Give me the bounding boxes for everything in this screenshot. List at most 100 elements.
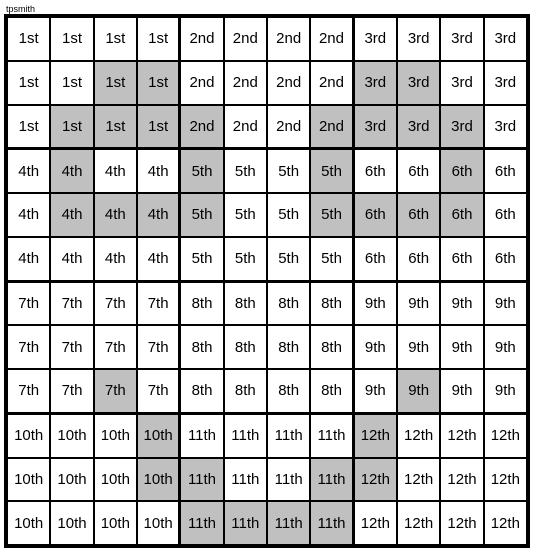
grid-cell: 8th bbox=[224, 325, 267, 369]
grid-cell: 12th bbox=[440, 414, 483, 458]
grid-cell: 2nd bbox=[310, 105, 353, 150]
grid-cell: 4th bbox=[50, 149, 93, 193]
grid-cell: 5th bbox=[224, 193, 267, 237]
grid-cell: 4th bbox=[94, 193, 137, 237]
grid-cell: 2nd bbox=[267, 105, 310, 150]
grid-cell: 3rd bbox=[440, 61, 483, 105]
grid-cell: 8th bbox=[224, 282, 267, 326]
grid-cell: 6th bbox=[484, 193, 527, 237]
grid-cell: 10th bbox=[50, 414, 93, 458]
grid-cell: 5th bbox=[180, 237, 223, 282]
grid-cell: 9th bbox=[397, 325, 440, 369]
grid-cell: 7th bbox=[7, 282, 50, 326]
grid-cell: 12th bbox=[354, 414, 397, 458]
grid-cell: 11th bbox=[310, 458, 353, 502]
grid-cell: 12th bbox=[440, 501, 483, 545]
grid-cell: 12th bbox=[484, 501, 527, 545]
grid-cell: 10th bbox=[137, 501, 180, 545]
grid-cell: 7th bbox=[50, 325, 93, 369]
grid-cell: 6th bbox=[484, 237, 527, 282]
grid-cell: 12th bbox=[484, 458, 527, 502]
grid-cell: 2nd bbox=[224, 105, 267, 150]
grid-cell: 5th bbox=[267, 149, 310, 193]
grid-cell: 6th bbox=[440, 193, 483, 237]
grid-cell: 11th bbox=[267, 414, 310, 458]
grid-cell: 10th bbox=[7, 501, 50, 545]
grid-cell: 11th bbox=[224, 414, 267, 458]
grid-cell: 12th bbox=[354, 501, 397, 545]
grid-cell: 11th bbox=[267, 501, 310, 545]
grid-cell: 6th bbox=[440, 237, 483, 282]
grid-cell: 6th bbox=[397, 193, 440, 237]
grid-cell: 6th bbox=[354, 149, 397, 193]
grid-cell: 12th bbox=[484, 414, 527, 458]
grid-cell: 9th bbox=[484, 282, 527, 326]
grid-cell: 9th bbox=[440, 282, 483, 326]
grid-cell: 4th bbox=[7, 193, 50, 237]
grid-cell: 1st bbox=[137, 61, 180, 105]
grid-cell: 4th bbox=[50, 237, 93, 282]
grid-cell: 7th bbox=[137, 282, 180, 326]
grid-cell: 1st bbox=[50, 61, 93, 105]
grid-cell: 1st bbox=[50, 105, 93, 150]
grid-cell: 8th bbox=[267, 325, 310, 369]
grid-cell: 5th bbox=[267, 193, 310, 237]
grid-cell: 6th bbox=[484, 149, 527, 193]
grid-cell: 2nd bbox=[310, 61, 353, 105]
grid-cell: 11th bbox=[224, 458, 267, 502]
grid-cell: 8th bbox=[267, 369, 310, 414]
grid-cell: 2nd bbox=[224, 61, 267, 105]
grid-cell: 1st bbox=[7, 61, 50, 105]
grid-cell: 7th bbox=[137, 369, 180, 414]
grid-cell: 1st bbox=[50, 17, 93, 61]
grid-cell: 3rd bbox=[354, 17, 397, 61]
grid-cell: 9th bbox=[397, 282, 440, 326]
grid-cell: 3rd bbox=[397, 105, 440, 150]
grid-cell: 1st bbox=[137, 17, 180, 61]
grid-cell: 9th bbox=[484, 369, 527, 414]
grid-cell: 10th bbox=[94, 414, 137, 458]
grid-cell: 10th bbox=[94, 501, 137, 545]
grid-cell: 3rd bbox=[484, 61, 527, 105]
grid-cell: 10th bbox=[137, 458, 180, 502]
grid-cell: 4th bbox=[7, 149, 50, 193]
grid-cell: 9th bbox=[354, 369, 397, 414]
grid-cell: 11th bbox=[310, 414, 353, 458]
grid-cell: 9th bbox=[354, 282, 397, 326]
grid-cell: 4th bbox=[94, 237, 137, 282]
grid-cell: 10th bbox=[137, 414, 180, 458]
grid-cell: 11th bbox=[180, 414, 223, 458]
grid-cell: 7th bbox=[94, 325, 137, 369]
grid-cell: 4th bbox=[137, 193, 180, 237]
grid-cell: 6th bbox=[354, 193, 397, 237]
sudoku-grid: 1st1st1st1st2nd2nd2nd2nd3rd3rd3rd3rd1st1… bbox=[4, 14, 530, 548]
grid-cell: 7th bbox=[50, 282, 93, 326]
grid-cell: 2nd bbox=[310, 17, 353, 61]
grid-cell: 5th bbox=[267, 237, 310, 282]
grid-cell: 3rd bbox=[440, 17, 483, 61]
grid-cell: 2nd bbox=[267, 61, 310, 105]
grid-cell: 12th bbox=[440, 458, 483, 502]
grid-cell: 1st bbox=[94, 61, 137, 105]
grid-cell: 9th bbox=[484, 325, 527, 369]
grid-cell: 7th bbox=[94, 282, 137, 326]
grid-cell: 5th bbox=[180, 193, 223, 237]
grid-cell: 11th bbox=[224, 501, 267, 545]
grid-cell: 3rd bbox=[484, 105, 527, 150]
grid-cell: 8th bbox=[180, 282, 223, 326]
grid-cell: 9th bbox=[397, 369, 440, 414]
grid-cell: 1st bbox=[7, 17, 50, 61]
grid-cell: 5th bbox=[224, 149, 267, 193]
grid-cell: 6th bbox=[354, 237, 397, 282]
grid-cell: 10th bbox=[7, 414, 50, 458]
grid-cell: 10th bbox=[50, 458, 93, 502]
grid-cell: 9th bbox=[354, 325, 397, 369]
grid-cell: 11th bbox=[310, 501, 353, 545]
grid-cell: 4th bbox=[7, 237, 50, 282]
grid-cell: 12th bbox=[397, 501, 440, 545]
grid-cell: 1st bbox=[94, 105, 137, 150]
grid-cell: 2nd bbox=[267, 17, 310, 61]
grid-cell: 6th bbox=[397, 237, 440, 282]
grid-cell: 2nd bbox=[224, 17, 267, 61]
grid-cell: 4th bbox=[137, 237, 180, 282]
